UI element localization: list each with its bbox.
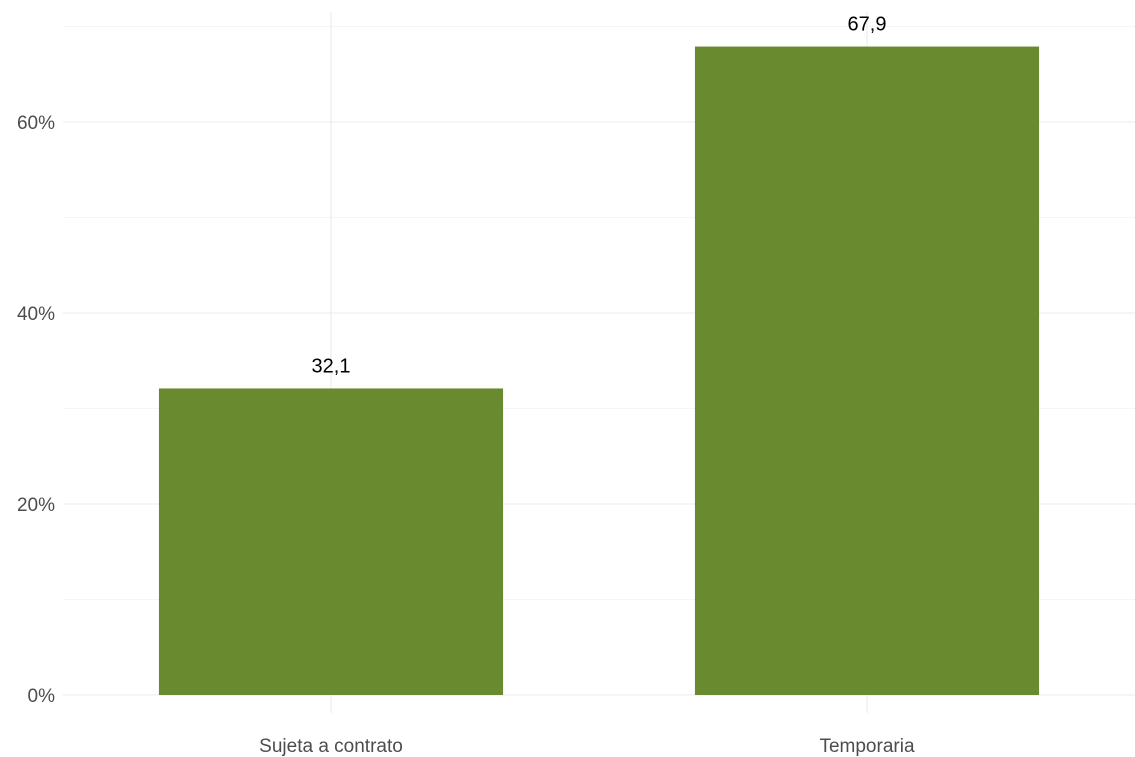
- x-tick-label: Sujeta a contrato: [259, 736, 403, 757]
- bar-1: [158, 388, 504, 695]
- y-axis-tick-labels: 0% 20% 40% 60%: [17, 113, 55, 707]
- y-tick-label: 60%: [17, 113, 55, 134]
- data-labels: 32,1 67,9: [312, 14, 887, 378]
- x-axis-tick-labels: Sujeta a contrato Temporaria: [259, 736, 915, 757]
- bar-2: [694, 46, 1040, 696]
- y-tick-label: 40%: [17, 304, 55, 325]
- data-label: 32,1: [312, 355, 351, 377]
- y-tick-label: 0%: [28, 686, 56, 707]
- data-label: 67,9: [848, 14, 887, 36]
- bars: [158, 46, 1040, 696]
- y-tick-label: 20%: [17, 495, 55, 516]
- x-tick-label: Temporaria: [819, 736, 914, 757]
